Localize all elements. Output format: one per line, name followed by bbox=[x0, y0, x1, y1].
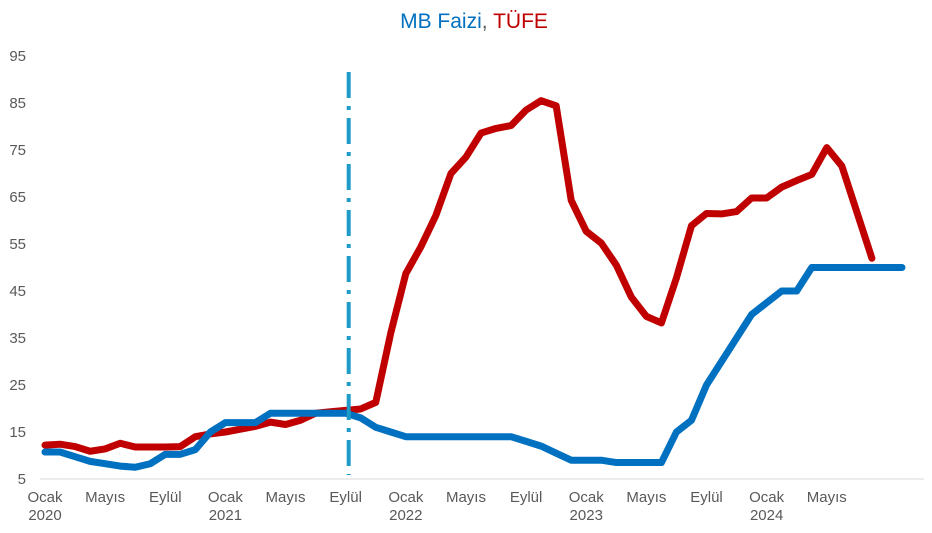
x-tick-label-line1: Ocak bbox=[388, 489, 424, 506]
x-tick-label-line2: 2021 bbox=[209, 507, 242, 524]
y-tick-label: 85 bbox=[9, 95, 26, 112]
series-layer bbox=[41, 97, 906, 471]
x-tick-label: Mayıs bbox=[446, 489, 486, 506]
y-tick-label: 5 bbox=[18, 471, 26, 488]
chart-title: MB Faizi, TÜFE bbox=[400, 10, 548, 33]
x-tick-label-line1: Mayıs bbox=[85, 489, 125, 506]
y-tick-label: 45 bbox=[9, 283, 26, 300]
x-tick-label: Mayıs bbox=[85, 489, 125, 506]
x-tick-label: Eylül bbox=[690, 489, 723, 506]
chart-title-part: TÜFE bbox=[493, 10, 548, 33]
chart-title-part: , bbox=[482, 10, 493, 33]
x-tick-label-line1: Eylül bbox=[329, 489, 362, 506]
x-tick-label-line1: Mayıs bbox=[266, 489, 306, 506]
y-tick-label: 95 bbox=[9, 48, 26, 65]
y-tick-label: 65 bbox=[9, 189, 26, 206]
x-tick-label-line1: Ocak bbox=[569, 489, 605, 506]
x-tick-label-line1: Ocak bbox=[208, 489, 244, 506]
series-line-mb-faizi bbox=[41, 264, 906, 471]
x-tick-label-line1: Mayıs bbox=[626, 489, 666, 506]
x-tick-label-line2: 2022 bbox=[389, 507, 422, 524]
series-line-tüfe bbox=[41, 97, 876, 455]
y-tick-label: 75 bbox=[9, 142, 26, 159]
x-tick-label-line1: Ocak bbox=[27, 489, 63, 506]
x-tick-label-line1: Eylül bbox=[149, 489, 182, 506]
x-tick-label: Ocak 2020 bbox=[27, 489, 63, 524]
x-tick-label-line1: Eylül bbox=[510, 489, 543, 506]
x-tick-label-line1: Eylül bbox=[690, 489, 723, 506]
y-tick-label: 25 bbox=[9, 377, 26, 394]
x-tick-label: Ocak 2022 bbox=[388, 489, 424, 524]
x-tick-label-line2: 2023 bbox=[570, 507, 603, 524]
x-tick-label: Eylül bbox=[510, 489, 543, 506]
x-tick-label: Eylül bbox=[329, 489, 362, 506]
x-tick-label: Eylül bbox=[149, 489, 182, 506]
y-tick-label: 55 bbox=[9, 236, 26, 253]
x-tick-label-line1: Ocak bbox=[749, 489, 785, 506]
y-tick-label: 15 bbox=[9, 424, 26, 441]
x-tick-label: Mayıs bbox=[266, 489, 306, 506]
chart-title-part: MB Faizi bbox=[400, 10, 482, 33]
y-tick-label: 35 bbox=[9, 330, 26, 347]
y-axis-ticks: 5 15 25 35 45 55 65 75 85 95 bbox=[9, 48, 26, 488]
x-tick-label-line1: Mayıs bbox=[807, 489, 847, 506]
x-tick-label-line2: 2024 bbox=[750, 507, 783, 524]
x-tick-label: Ocak 2023 bbox=[569, 489, 605, 524]
x-tick-label: Ocak 2021 bbox=[208, 489, 244, 524]
x-tick-label-line2: 2020 bbox=[28, 507, 61, 524]
x-tick-label: Mayıs bbox=[807, 489, 847, 506]
x-tick-label-line1: Mayıs bbox=[446, 489, 486, 506]
x-tick-label: Ocak 2024 bbox=[749, 489, 785, 524]
x-tick-label: Mayıs bbox=[626, 489, 666, 506]
